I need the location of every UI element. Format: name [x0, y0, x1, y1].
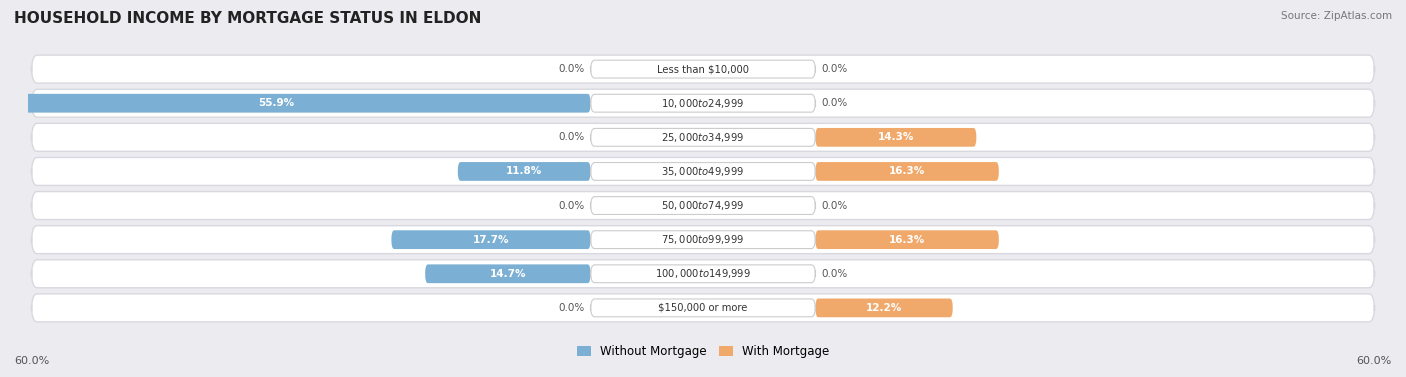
Text: $25,000 to $34,999: $25,000 to $34,999 — [661, 131, 745, 144]
Text: $50,000 to $74,999: $50,000 to $74,999 — [661, 199, 745, 212]
Text: 0.0%: 0.0% — [821, 269, 848, 279]
Text: 16.3%: 16.3% — [889, 166, 925, 176]
Text: 12.2%: 12.2% — [866, 303, 903, 313]
FancyBboxPatch shape — [815, 128, 976, 147]
Text: 60.0%: 60.0% — [14, 356, 49, 366]
FancyBboxPatch shape — [815, 162, 998, 181]
Text: 0.0%: 0.0% — [821, 201, 848, 211]
Legend: Without Mortgage, With Mortgage: Without Mortgage, With Mortgage — [572, 341, 834, 363]
FancyBboxPatch shape — [0, 94, 591, 113]
FancyBboxPatch shape — [31, 123, 1375, 151]
FancyBboxPatch shape — [591, 299, 815, 317]
FancyBboxPatch shape — [591, 162, 815, 180]
Text: 0.0%: 0.0% — [821, 98, 848, 108]
Text: $100,000 to $149,999: $100,000 to $149,999 — [655, 267, 751, 280]
FancyBboxPatch shape — [425, 264, 591, 283]
FancyBboxPatch shape — [591, 231, 815, 248]
FancyBboxPatch shape — [31, 55, 1375, 83]
FancyBboxPatch shape — [31, 158, 1375, 185]
Text: Less than $10,000: Less than $10,000 — [657, 64, 749, 74]
Text: 14.7%: 14.7% — [489, 269, 526, 279]
FancyBboxPatch shape — [591, 265, 815, 283]
Text: $35,000 to $49,999: $35,000 to $49,999 — [661, 165, 745, 178]
FancyBboxPatch shape — [31, 294, 1375, 322]
FancyBboxPatch shape — [31, 89, 1375, 117]
Text: 17.7%: 17.7% — [472, 234, 509, 245]
FancyBboxPatch shape — [31, 260, 1375, 288]
Text: $75,000 to $99,999: $75,000 to $99,999 — [661, 233, 745, 246]
Text: 11.8%: 11.8% — [506, 166, 543, 176]
Text: $150,000 or more: $150,000 or more — [658, 303, 748, 313]
Text: 0.0%: 0.0% — [558, 303, 585, 313]
Text: 16.3%: 16.3% — [889, 234, 925, 245]
Text: 14.3%: 14.3% — [877, 132, 914, 143]
Text: 55.9%: 55.9% — [259, 98, 294, 108]
FancyBboxPatch shape — [458, 162, 591, 181]
FancyBboxPatch shape — [815, 299, 953, 317]
Text: HOUSEHOLD INCOME BY MORTGAGE STATUS IN ELDON: HOUSEHOLD INCOME BY MORTGAGE STATUS IN E… — [14, 11, 481, 26]
Text: $10,000 to $24,999: $10,000 to $24,999 — [661, 97, 745, 110]
FancyBboxPatch shape — [591, 129, 815, 146]
Text: 0.0%: 0.0% — [821, 64, 848, 74]
FancyBboxPatch shape — [815, 230, 998, 249]
Text: 0.0%: 0.0% — [558, 201, 585, 211]
Text: Source: ZipAtlas.com: Source: ZipAtlas.com — [1281, 11, 1392, 21]
Text: 0.0%: 0.0% — [558, 132, 585, 143]
FancyBboxPatch shape — [31, 226, 1375, 254]
Text: 0.0%: 0.0% — [558, 64, 585, 74]
FancyBboxPatch shape — [31, 192, 1375, 219]
FancyBboxPatch shape — [591, 60, 815, 78]
FancyBboxPatch shape — [391, 230, 591, 249]
FancyBboxPatch shape — [591, 197, 815, 215]
FancyBboxPatch shape — [591, 94, 815, 112]
Text: 60.0%: 60.0% — [1357, 356, 1392, 366]
